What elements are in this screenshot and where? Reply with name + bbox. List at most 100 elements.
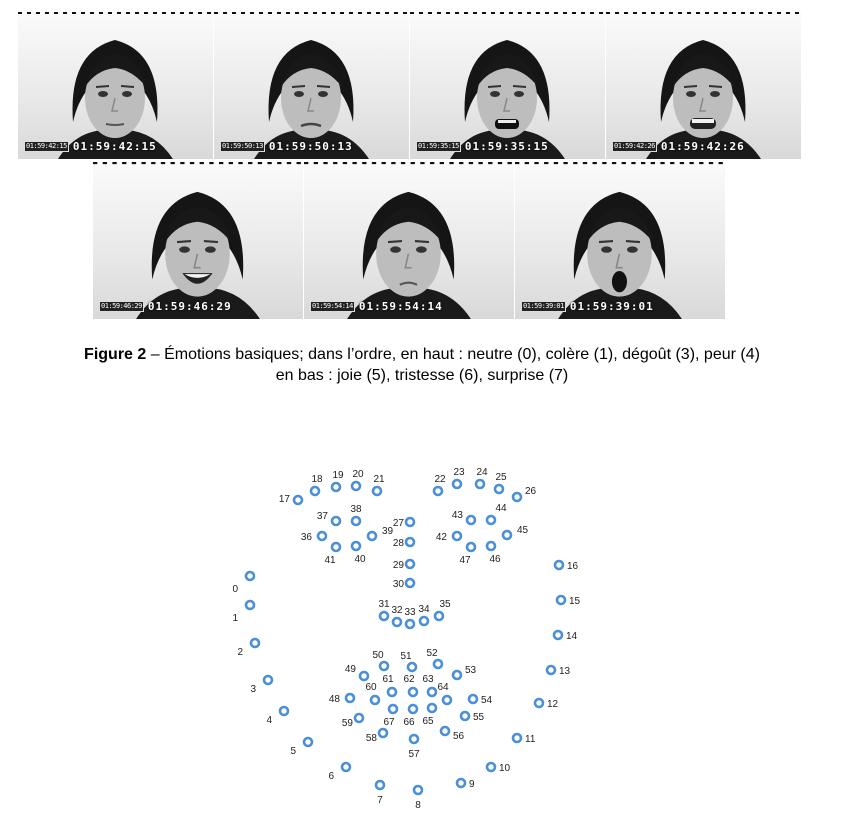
landmark-point-58 [377,727,389,739]
landmark-point-9 [455,777,467,789]
landmark-label-45: 45 [517,525,529,536]
landmark-point-6 [340,761,352,773]
face-portrait-image [515,162,723,319]
landmark-label-20: 20 [352,469,364,480]
landmark-point-47 [465,541,477,553]
timecode-text: 01:59:42:15 [72,140,157,153]
landmark-label-49: 49 [345,664,357,675]
landmark-point-61 [386,686,398,698]
landmark-point-63 [426,686,438,698]
landmark-point-64 [441,694,453,706]
face-photo-bottom-0: 01:59:46:29 01:59:46:29 [93,162,303,319]
landmark-label-32: 32 [391,605,403,616]
figure-caption: Figure 2 – Émotions basiques; dans l’ord… [0,344,844,386]
landmark-label-40: 40 [354,554,366,565]
landmark-point-56 [439,725,451,737]
landmark-label-15: 15 [569,596,581,607]
face-portrait-image [410,12,603,159]
landmark-label-9: 9 [469,779,475,790]
timecode-text: 01:59:46:29 [147,300,232,313]
face-photo-bottom-2: 01:59:39:01 01:59:39:01 [515,162,725,319]
landmark-point-35 [433,610,445,622]
face-photo-top-1: 01:59:50:13 01:59:50:13 [214,12,409,159]
landmark-label-53: 53 [465,665,477,676]
landmark-point-3 [262,674,274,686]
landmark-label-29: 29 [393,560,405,571]
face-portrait-image [606,12,799,159]
landmark-point-17 [292,494,304,506]
timecode-box: 01:59:42:15 [24,141,69,152]
landmark-point-50 [378,660,390,672]
landmark-label-22: 22 [434,474,446,485]
landmark-label-48: 48 [329,694,341,705]
landmark-label-11: 11 [525,734,536,745]
landmark-point-21 [371,485,383,497]
landmark-point-24 [474,478,486,490]
landmark-point-41 [330,541,342,553]
timecode-text: 01:59:35:15 [464,140,549,153]
landmark-label-41: 41 [324,555,336,566]
landmark-point-18 [309,485,321,497]
landmark-point-2 [249,637,261,649]
landmark-point-43 [465,514,477,526]
landmark-point-16 [553,559,565,571]
landmark-label-65: 65 [422,716,434,727]
landmark-label-42: 42 [436,532,448,543]
landmark-label-13: 13 [559,666,571,677]
landmark-label-5: 5 [290,746,296,757]
landmark-point-55 [459,710,471,722]
landmark-point-23 [451,478,463,490]
face-photo-top-3: 01:59:42:26 01:59:42:26 [606,12,801,159]
timecode-box: 01:59:54:14 [310,301,355,312]
landmark-point-13 [545,664,557,676]
landmark-point-4 [278,705,290,717]
landmark-label-39: 39 [382,526,394,537]
face-portrait-image [93,162,301,319]
landmark-point-65 [426,702,438,714]
landmark-label-62: 62 [403,674,415,685]
landmark-point-29 [404,558,416,570]
landmark-point-37 [330,515,342,527]
landmark-label-34: 34 [418,604,430,615]
face-portrait-image [214,12,407,159]
landmark-point-45 [501,529,513,541]
landmark-label-0: 0 [232,584,238,595]
face-photo-top-2: 01:59:35:15 01:59:35:15 [410,12,605,159]
timecode-text: 01:59:42:26 [660,140,745,153]
landmark-point-66 [407,703,419,715]
landmark-point-26 [511,491,523,503]
landmark-point-40 [350,540,362,552]
landmark-point-25 [493,483,505,495]
landmark-point-52 [432,658,444,670]
face-photo-bottom-1: 01:59:54:14 01:59:54:14 [304,162,514,319]
landmark-label-26: 26 [525,486,537,497]
landmark-label-4: 4 [266,715,272,726]
landmark-point-15 [555,594,567,606]
landmark-point-46 [485,540,497,552]
landmark-point-51 [406,661,418,673]
landmark-label-14: 14 [566,631,578,642]
face-portrait-image [18,12,211,159]
landmark-point-42 [451,530,463,542]
timecode-text: 01:59:54:14 [358,300,443,313]
landmark-label-59: 59 [342,718,354,729]
landmark-label-25: 25 [495,472,507,483]
landmark-label-56: 56 [453,731,465,742]
landmark-point-36 [316,530,328,542]
landmark-point-11 [511,732,523,744]
figure-label: Figure 2 [84,346,147,363]
timecode-overlay: 01:59:42:15 01:59:42:15 [24,140,157,153]
landmark-label-43: 43 [452,510,464,521]
landmark-point-20 [350,480,362,492]
timecode-box: 01:59:50:13 [220,141,265,152]
landmark-point-44 [485,514,497,526]
landmark-point-48 [344,692,356,704]
landmark-label-28: 28 [393,538,405,549]
landmark-label-19: 19 [332,470,344,481]
landmark-label-2: 2 [237,647,243,658]
landmark-label-12: 12 [547,699,559,710]
timecode-overlay: 01:59:50:13 01:59:50:13 [220,140,353,153]
landmark-point-59 [353,712,365,724]
landmark-label-36: 36 [301,532,313,543]
landmark-point-10 [485,761,497,773]
